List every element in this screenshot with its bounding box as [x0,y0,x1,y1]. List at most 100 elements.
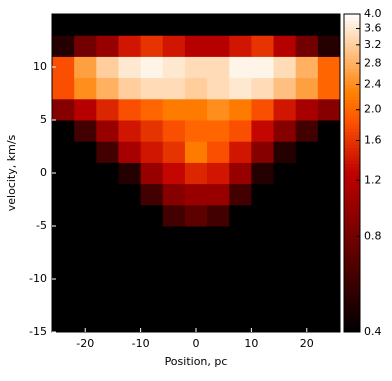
y-tick-label: -15 [29,325,47,338]
heat-cell [162,247,186,269]
heat-cell [52,162,75,185]
heat-cell [74,35,97,57]
y-axis-label: velocity, km/s [5,134,18,211]
colorbar-band [344,277,360,282]
heat-cell [184,98,208,121]
heat-cell [52,247,75,269]
heat-cell [273,310,297,333]
heat-cell [295,310,319,333]
heat-cell [140,183,164,206]
colorbar-tick-label: 2.8 [364,56,382,69]
colorbar-band [344,74,360,79]
colorbar-band [344,14,360,18]
heat-cell [140,14,164,36]
heat-cell [74,289,97,312]
colorbar-band [344,160,360,164]
colorbar-band [344,271,360,276]
colorbar-band [344,214,360,219]
colorbar-band [344,268,360,273]
colorbar-band [344,166,360,171]
colorbar-band [344,58,360,63]
colorbar-tick-label: 3.2 [364,38,382,51]
colorbar-band [344,26,360,31]
heat-cell [295,141,319,163]
heat-cell [52,77,75,100]
colorbar-band [344,125,360,129]
heat-cell [184,141,208,163]
heat-cell [74,247,97,269]
heat-cell [229,14,252,36]
heat-cell [162,98,186,121]
heat-cell [96,98,119,121]
heat-cell [96,183,119,206]
colorbar-tick-label: 2.4 [364,78,382,91]
heat-cell [251,56,275,79]
colorbar-band [344,144,360,149]
heat-cell [118,204,142,227]
heat-cell [118,77,142,100]
y-tick-label: -10 [29,272,47,285]
colorbar-band [344,185,360,190]
heat-cell [162,14,186,36]
heat-cell [118,289,142,312]
heat-cell [251,268,275,291]
heat-cell [162,35,186,57]
heat-cell [207,310,230,333]
heat-cell [229,120,252,142]
heat-cell [74,162,97,185]
heat-cell [295,56,319,79]
colorbar-band [344,48,360,53]
heat-cell [74,120,97,142]
heat-cell [74,14,97,36]
colorbar-tick-label: 0.4 [364,325,382,338]
heat-cell [229,56,252,79]
heat-cell [207,14,230,36]
heat-cell [251,183,275,206]
heat-cell [52,120,75,142]
heat-cell [52,141,75,163]
heat-cell [52,310,75,333]
heat-cell [251,310,275,333]
x-tick-label: 20 [300,337,314,350]
heat-cell [184,77,208,100]
heat-cell [118,268,142,291]
heat-cell [184,120,208,142]
colorbar-band [344,265,360,269]
heat-cell [273,14,297,36]
colorbar-band [344,64,360,69]
heat-cell [273,56,297,79]
heat-cell [273,162,297,185]
heat-cell [207,289,230,312]
heat-cell [118,141,142,163]
heat-cell [273,77,297,100]
heat-cell [273,183,297,206]
heat-cell [96,204,119,227]
heat-cell [295,14,319,36]
heat-cell [273,98,297,121]
colorbar-band [344,77,360,82]
heat-cell [140,247,164,269]
colorbar-band [344,33,360,37]
heat-cell [96,162,119,185]
colorbar-band [344,153,360,158]
heat-cell [251,35,275,57]
heat-cell [184,289,208,312]
heat-cell [96,268,119,291]
heat-cell [52,226,75,248]
colorbar-band [344,23,360,28]
heat-cell [162,204,186,227]
colorbar-band [344,246,360,250]
heat-cell [140,289,164,312]
colorbar-band [344,122,360,126]
colorbar-band [344,227,360,231]
heat-cell [295,35,319,57]
heat-cell [317,14,341,36]
heat-cell [273,289,297,312]
heat-cell [140,226,164,248]
heat-cell [52,35,75,57]
heat-cell [118,14,142,36]
colorbar-band [344,173,360,177]
heat-cell [273,35,297,57]
heat-cell [140,141,164,163]
